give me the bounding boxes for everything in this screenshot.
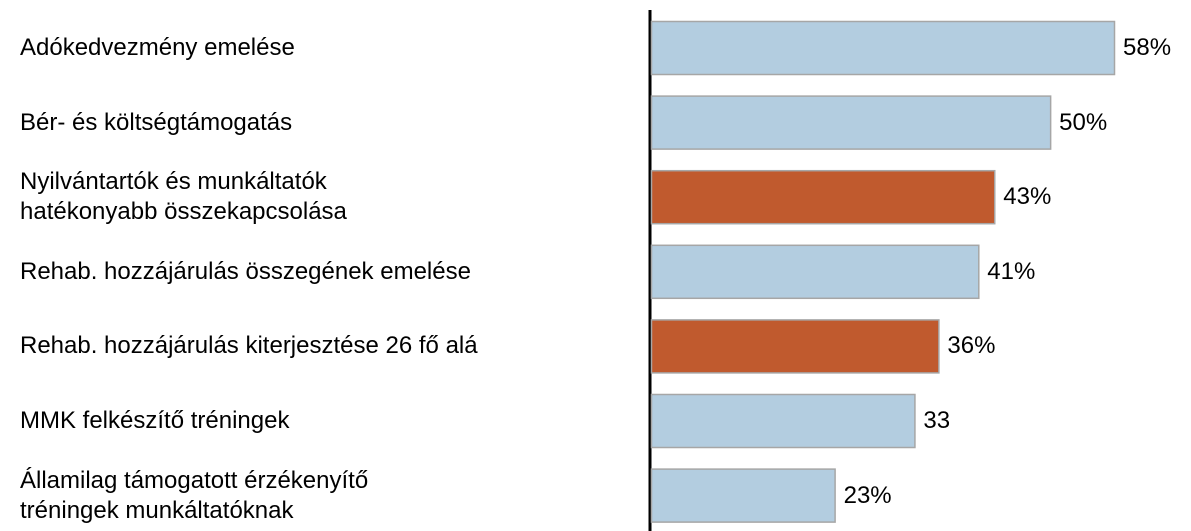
value-label: 58% [1123,34,1172,61]
value-label: 41% [987,257,1036,285]
bar [650,244,980,300]
value-label: 36% [947,332,996,360]
category-label: Nyilvántartók és munkáltatók hatékonyabb… [20,168,347,226]
value-label: 23% [843,481,892,509]
bar [650,169,996,225]
bar [650,468,836,523]
bar [650,20,1116,76]
category-label: Bér- és költségtámogatás [20,108,293,136]
category-label: Rehab. hozzájárulás kiterjesztése 26 fő … [20,332,478,360]
category-label: Rehab. hozzájárulás összegének emelése [20,257,471,285]
category-label: Adókedvezmény emelése [20,34,295,61]
value-label: 33 [923,407,951,434]
bar [650,95,1052,150]
category-label: Államilag támogatott érzékenyítő tréning… [20,466,369,524]
value-label: 43% [1003,183,1052,211]
value-label: 50% [1059,108,1108,136]
bar [650,393,916,449]
bar [650,319,940,374]
category-label: MMK felkészítő tréningek [20,407,290,434]
